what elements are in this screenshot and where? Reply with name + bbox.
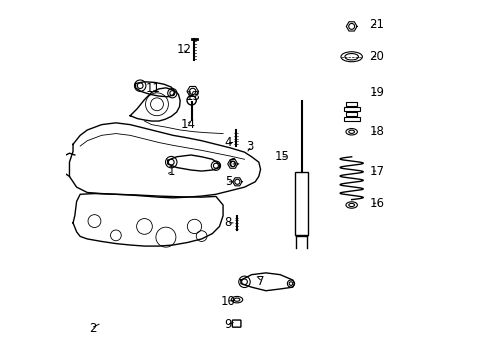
Text: 8: 8 (224, 216, 232, 229)
Text: 11: 11 (145, 82, 161, 95)
Text: 3: 3 (245, 140, 253, 153)
Text: 10: 10 (221, 295, 235, 308)
Text: 20: 20 (368, 50, 384, 63)
Text: 16: 16 (368, 197, 384, 210)
Text: 6: 6 (228, 157, 235, 170)
Text: 2: 2 (89, 322, 96, 335)
Text: 5: 5 (224, 175, 232, 188)
Text: 7: 7 (256, 275, 264, 288)
Bar (295, 172, 307, 235)
Text: 12: 12 (176, 43, 191, 56)
Text: 17: 17 (368, 165, 384, 177)
Text: 15: 15 (274, 150, 289, 163)
Bar (346, 102, 356, 106)
Bar (343, 117, 359, 121)
Text: 14: 14 (180, 118, 195, 131)
Text: 9: 9 (224, 318, 232, 331)
Text: 4: 4 (224, 136, 232, 149)
Text: 18: 18 (368, 125, 384, 138)
Text: 13: 13 (185, 90, 200, 103)
Bar (346, 112, 356, 116)
Text: 21: 21 (368, 18, 384, 31)
Text: 1: 1 (167, 165, 175, 177)
Bar (343, 107, 359, 111)
Text: 19: 19 (368, 86, 384, 99)
